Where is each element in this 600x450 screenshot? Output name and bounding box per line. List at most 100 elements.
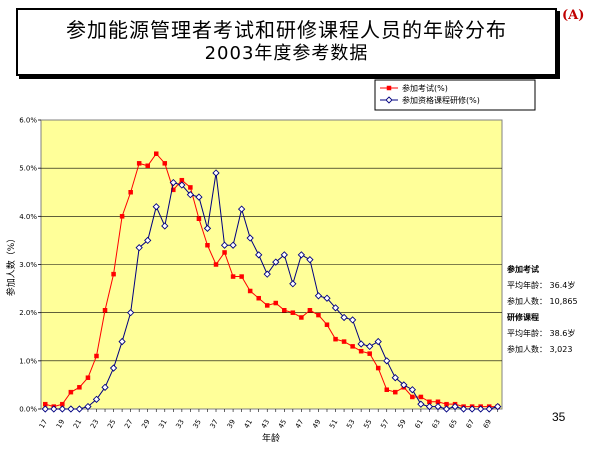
data-point [144, 236, 152, 245]
data-point [186, 191, 195, 199]
x-tick-label: 47 [294, 418, 305, 430]
data-point [408, 386, 416, 394]
data-point [237, 205, 246, 213]
exam-avg-value: 36.4岁 [549, 281, 576, 290]
legend: 参加考试(%) 参加资格课程研修(%) [374, 79, 536, 111]
data-point [417, 400, 425, 408]
data-point [111, 271, 116, 277]
data-point [340, 313, 348, 322]
data-point [383, 357, 391, 365]
x-tick-label: 23 [89, 418, 100, 430]
data-point [350, 344, 355, 349]
data-point [348, 316, 357, 324]
data-point [391, 374, 399, 382]
y-tick-label: 2.0% [19, 309, 37, 317]
gridlines [41, 167, 502, 362]
x-axis-title: 年龄 [262, 432, 280, 444]
data-point [162, 161, 168, 166]
course-avg-value: 38.6岁 [549, 329, 576, 338]
data-point [418, 394, 424, 400]
exam-count-label: 参加人数： [507, 297, 547, 306]
data-point [280, 251, 288, 259]
y-axis-title: 参加人数（%） [5, 234, 17, 297]
data-point [212, 169, 220, 177]
data-point [222, 250, 227, 255]
data-point [119, 214, 125, 219]
data-point [246, 234, 254, 242]
x-tick-label: 63 [431, 418, 442, 430]
data-point [128, 190, 133, 195]
exam-stats-title: 参加考试 [507, 265, 539, 274]
data-point [94, 353, 99, 359]
x-tick-label: 45 [277, 418, 288, 430]
series-exam [43, 151, 500, 409]
data-point [367, 351, 372, 356]
x-tick-label: 17 [38, 418, 49, 430]
data-point [494, 402, 502, 411]
data-point [434, 402, 442, 411]
data-point [358, 348, 364, 354]
course-avg-age: 平均年龄： 38.6岁 [507, 326, 578, 342]
data-point [263, 270, 271, 278]
y-tick-label: 6.0% [19, 117, 37, 125]
data-point [85, 375, 91, 380]
data-point [247, 288, 253, 294]
data-point [50, 405, 58, 413]
data-point [273, 300, 279, 306]
title-box: 参加能源管理者考试和研修课程人员的年龄分布 2003年度参考数据 [16, 8, 557, 76]
course-count: 参加人数： 3,023 [507, 342, 578, 358]
x-tick-label: 55 [362, 418, 373, 430]
data-point [169, 178, 177, 187]
data-point [171, 187, 176, 193]
data-point [75, 405, 84, 413]
y-tick-label: 4.0% [19, 213, 37, 221]
chart-title: 参加能源管理者考试和研修课程人员的年龄分布 [66, 18, 507, 42]
x-tick-label: 67 [465, 418, 476, 430]
data-point [451, 402, 459, 411]
x-tick-label: 37 [209, 418, 220, 430]
data-point [485, 405, 493, 413]
data-point [213, 262, 219, 267]
data-point [239, 274, 244, 279]
exam-avg-label: 平均年龄： [507, 281, 547, 290]
data-point [161, 222, 169, 230]
y-tick-label: 0.0% [19, 406, 37, 414]
stats-panel: 参加考试 平均年龄： 36.4岁 参加人数： 10,865 研修课程 平均年龄：… [507, 262, 578, 358]
x-tick-label: 29 [140, 418, 151, 430]
x-tick-label: 59 [396, 418, 407, 430]
data-point [229, 241, 237, 249]
x-tick-label: 51 [328, 418, 339, 430]
x-tick-label: 53 [345, 418, 356, 430]
x-axis-ticks: 17 19 21 23 25 27 29 31 33 35 37 39 41 43 45 47 49 51 53 55… [38, 409, 499, 430]
x-tick-label: 31 [157, 418, 168, 430]
data-point [374, 337, 382, 346]
legend-label: 参加考试(%) [402, 83, 448, 93]
data-point [77, 385, 82, 390]
x-tick-label: 19 [55, 418, 66, 430]
data-point [272, 258, 280, 266]
data-point [410, 394, 415, 400]
data-point [118, 337, 126, 346]
exam-count-value: 10,865 [549, 297, 578, 306]
data-point [195, 193, 203, 201]
x-tick-label: 69 [482, 418, 493, 430]
data-point [333, 336, 338, 342]
x-tick-label: 43 [260, 418, 271, 430]
data-point [341, 339, 347, 344]
data-point [102, 308, 108, 313]
chart-subtitle: 2003年度参考数据 [204, 43, 369, 64]
data-point [468, 405, 476, 413]
data-point [442, 405, 451, 413]
page-tag: (A) [562, 8, 585, 23]
y-axis-ticks: 0.0% 1.0% 2.0% 3.0% 4.0% 5.0% 6.0% [19, 117, 41, 414]
data-point [92, 395, 101, 404]
data-point [425, 402, 434, 411]
data-point [68, 389, 74, 395]
x-tick-label: 35 [192, 418, 203, 430]
legend-box [374, 79, 536, 111]
data-point [384, 387, 389, 392]
x-tick-label: 49 [311, 418, 322, 430]
data-point [366, 342, 374, 351]
data-point [375, 365, 381, 371]
legend-label: 参加资格课程研修(%) [402, 95, 480, 105]
